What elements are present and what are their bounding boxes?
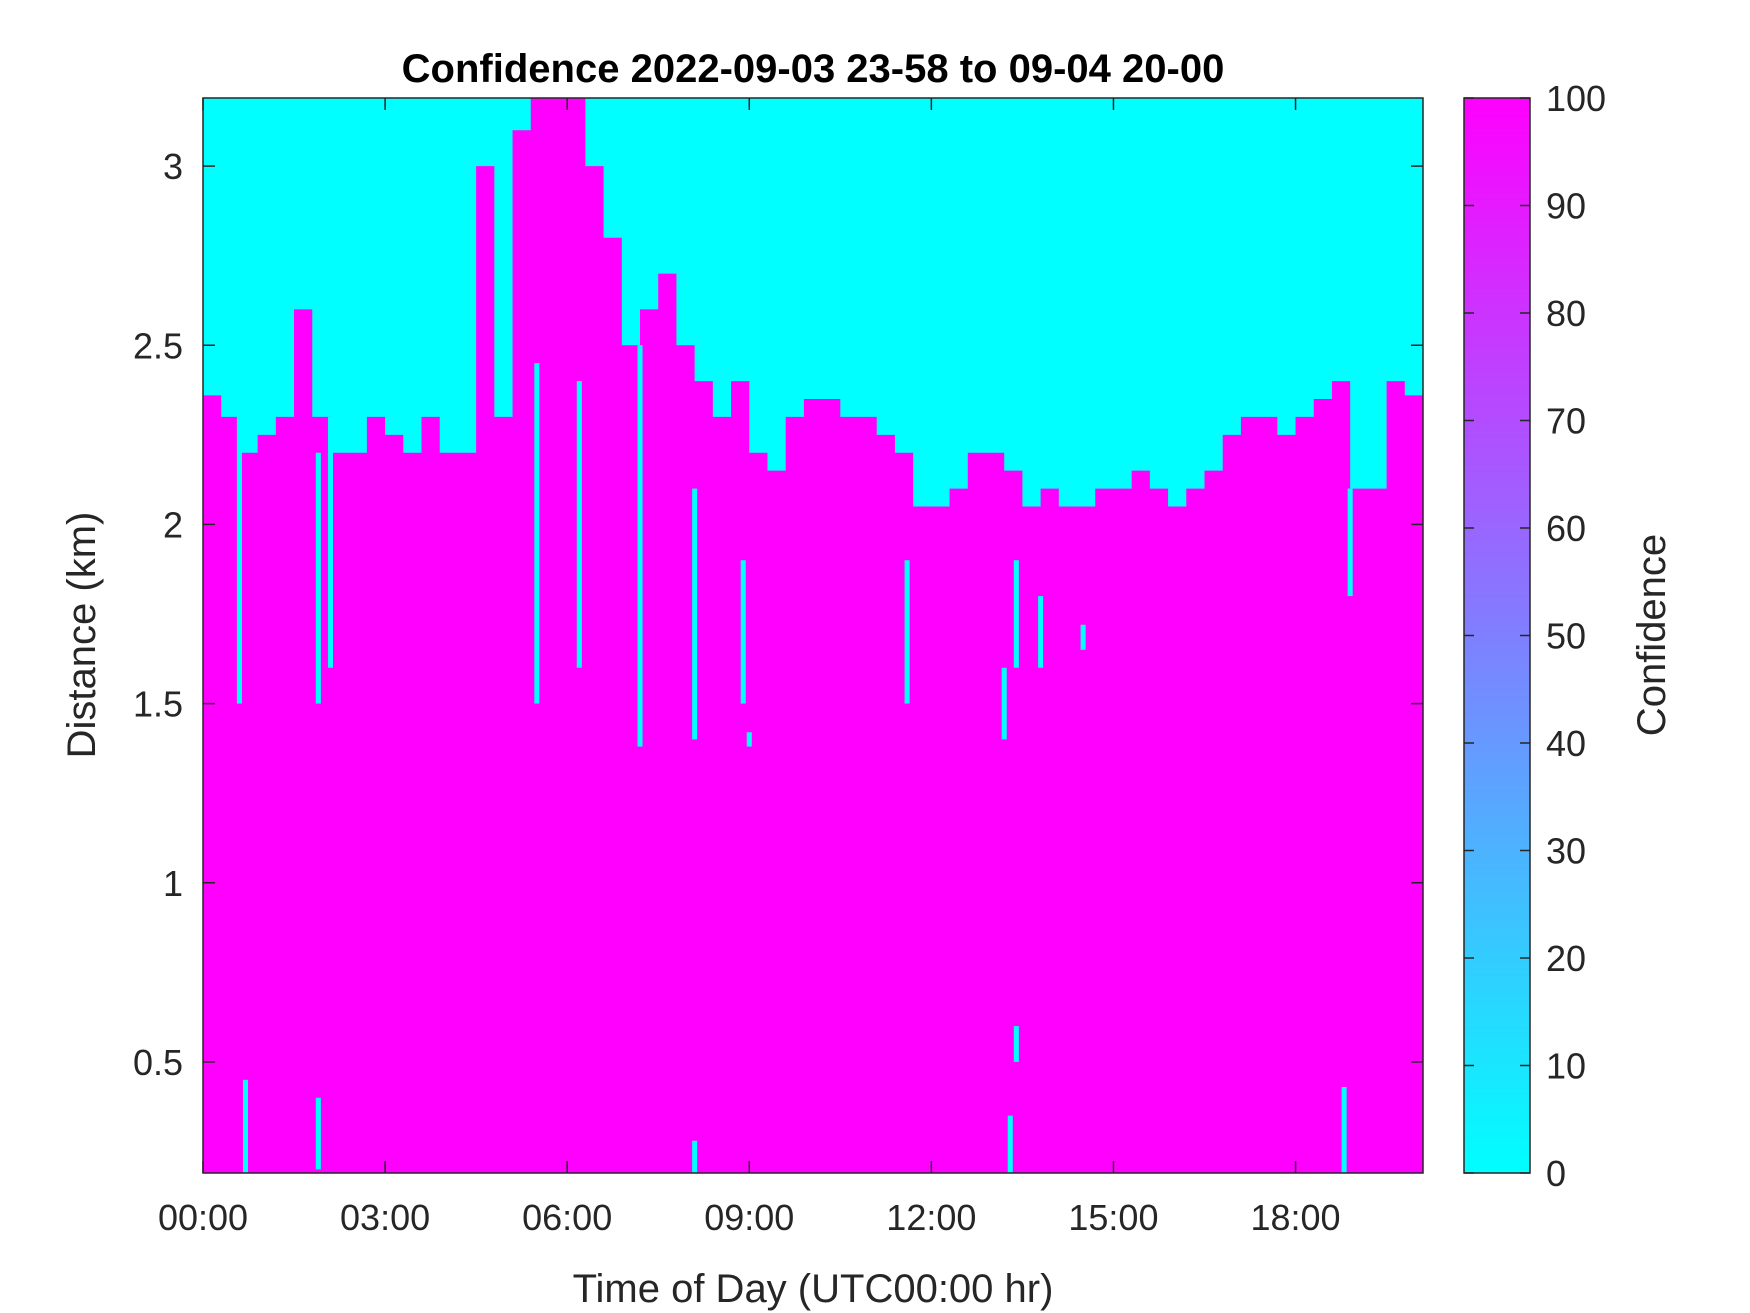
chart-title: Confidence 2022-09-03 23-58 to 09-04 20-… [402, 47, 1225, 91]
low-confidence-streak-0 [236, 381, 242, 704]
x-tick-label: 03:00 [340, 1197, 430, 1238]
low-confidence-streak-20 [1347, 488, 1353, 597]
colorbar-tick-label: 80 [1546, 293, 1586, 334]
colorbar-tick-label: 0 [1546, 1153, 1566, 1194]
colorbar-ticks: 0 10 20 30 40 50 60 70 80 90 100 [1464, 78, 1606, 1194]
colorbar [1463, 97, 1531, 1174]
low-confidence-streak-17 [1038, 596, 1044, 668]
colorbar-tick-label: 10 [1546, 1046, 1586, 1087]
low-confidence-streak-1 [242, 1079, 249, 1173]
low-confidence-streak-9 [692, 1140, 698, 1173]
colorbar-tick-label: 50 [1546, 616, 1586, 657]
y-axis-label: Distance (km) [60, 512, 104, 759]
colorbar-tick-label: 40 [1546, 723, 1586, 764]
low-confidence-streak-8 [692, 488, 698, 740]
low-confidence-streak-3 [315, 452, 321, 704]
x-tick-label: 12:00 [886, 1197, 976, 1238]
y-tick-label: 0.5 [133, 1042, 183, 1083]
low-confidence-streak-7 [637, 345, 643, 747]
plot-frame [202, 97, 1424, 1174]
low-confidence-streak-12 [904, 560, 910, 704]
low-confidence-streak-14 [1007, 1115, 1013, 1173]
x-axis-label: Time of Day (UTC00:00 hr) [573, 1267, 1054, 1311]
colorbar-tick-label: 20 [1546, 938, 1586, 979]
y-tick-label: 3 [163, 146, 183, 187]
colorbar-tick-label: 90 [1546, 186, 1586, 227]
y-axis-ticks: 0.5 1 1.5 2 2.5 3 [133, 146, 1423, 1083]
low-confidence-streak-5 [534, 363, 540, 704]
low-confidence-streak-15 [1013, 1026, 1019, 1062]
x-tick-label: 09:00 [704, 1197, 794, 1238]
low-confidence-streak-11 [746, 732, 752, 747]
x-tick-label: 15:00 [1068, 1197, 1158, 1238]
x-tick-label: 06:00 [522, 1197, 612, 1238]
y-tick-label: 1.5 [133, 684, 183, 725]
low-confidence-streak-13 [1001, 667, 1007, 740]
x-axis-ticks: 00:00 03:00 06:00 09:00 12:00 15:00 18:00 [158, 98, 1341, 1238]
colorbar-tick-label: 60 [1546, 508, 1586, 549]
heatmap-plot-area [203, 98, 1423, 1173]
y-tick-label: 2.5 [133, 325, 183, 366]
low-confidence-streak-10 [740, 560, 746, 704]
x-tick-label: 00:00 [158, 1197, 248, 1238]
low-confidence-streak-19 [1341, 1087, 1347, 1173]
x-tick-label: 18:00 [1250, 1197, 1340, 1238]
low-confidence-region [203, 98, 1423, 507]
low-confidence-streak-6 [576, 381, 582, 668]
low-confidence-streak-16 [1013, 560, 1019, 668]
y-tick-label: 1 [163, 863, 183, 904]
colorbar-tick-label: 70 [1546, 401, 1586, 442]
low-confidence-streaks [236, 345, 1353, 1173]
colorbar-label: Confidence [1630, 534, 1674, 736]
low-confidence-streak-2 [315, 1097, 321, 1170]
low-confidence-streak-4 [327, 416, 333, 668]
y-tick-label: 2 [163, 504, 183, 545]
low-confidence-streak-18 [1080, 624, 1086, 650]
colorbar-tick-label: 100 [1546, 78, 1606, 119]
colorbar-tick-label: 30 [1546, 831, 1586, 872]
